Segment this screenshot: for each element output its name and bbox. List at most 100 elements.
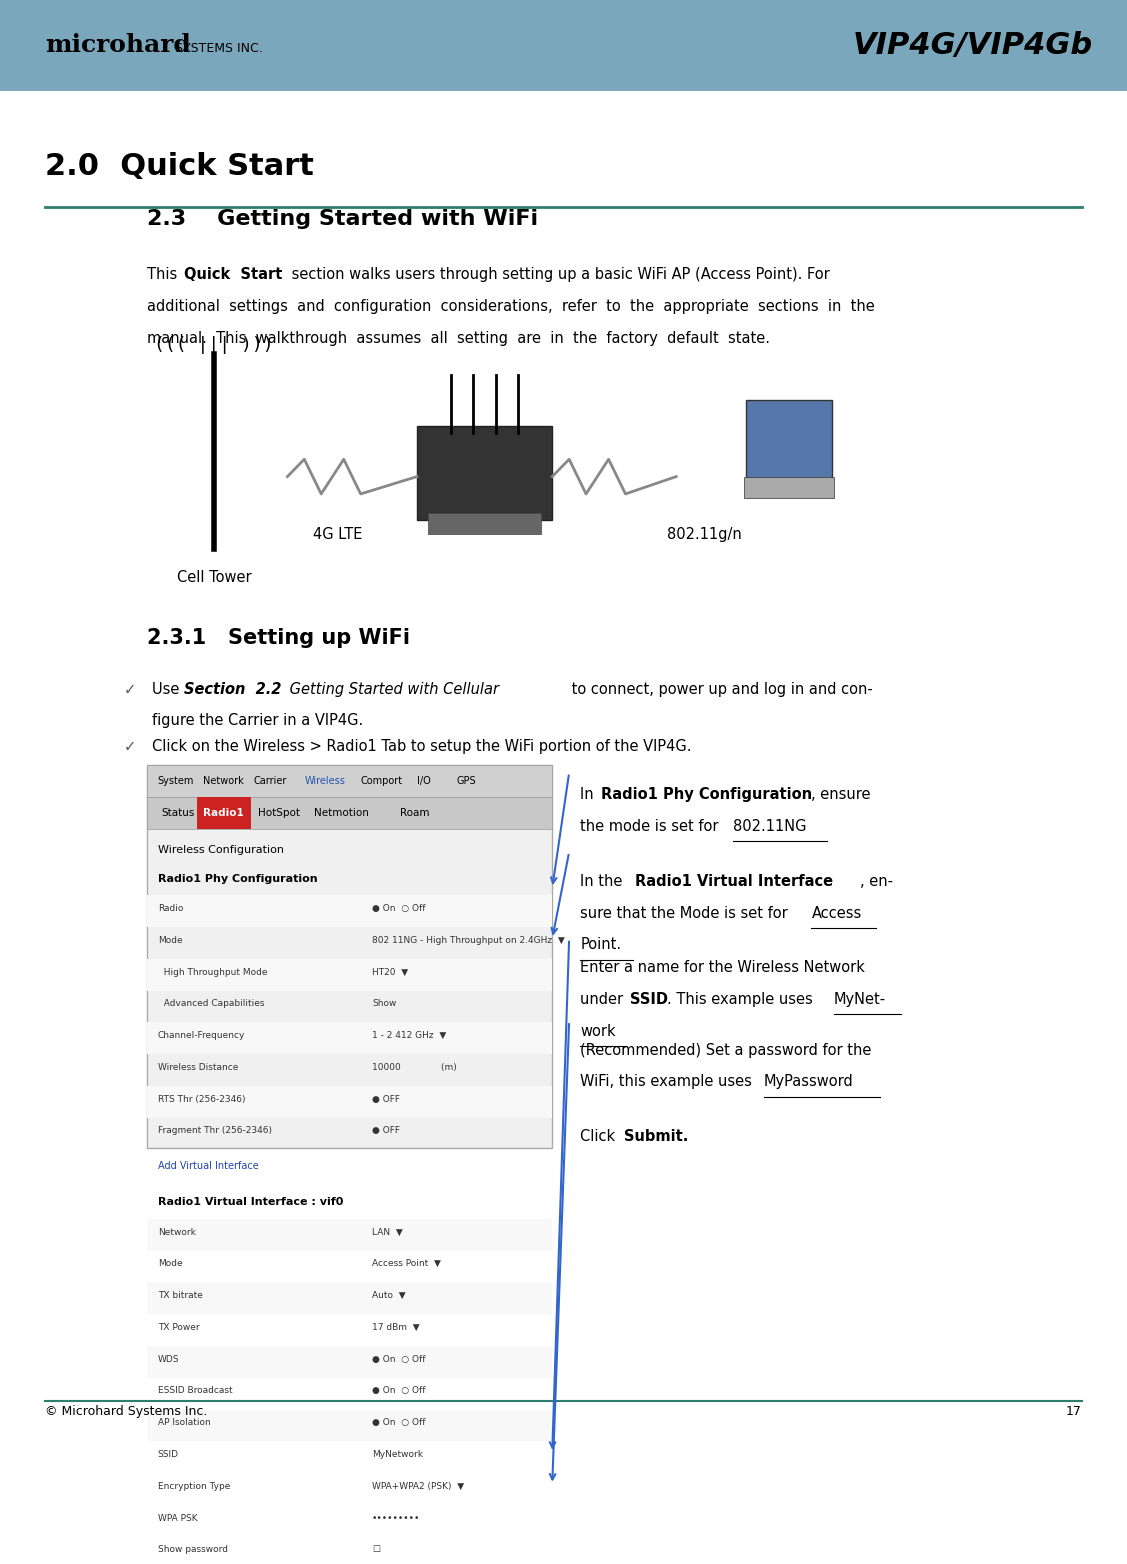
Text: MyPassword: MyPassword — [764, 1074, 854, 1090]
Text: . This example uses: . This example uses — [667, 992, 817, 1007]
Text: Wireless Configuration: Wireless Configuration — [158, 845, 284, 856]
Text: 2.3.1   Setting up WiFi: 2.3.1 Setting up WiFi — [147, 629, 409, 647]
Text: 802 11NG - High Throughput on 2.4GHz  ▼: 802 11NG - High Throughput on 2.4GHz ▼ — [372, 935, 565, 945]
FancyBboxPatch shape — [147, 896, 552, 927]
Text: HT20  ▼: HT20 ▼ — [372, 968, 408, 976]
Text: Status: Status — [161, 809, 195, 818]
Text: 17: 17 — [1066, 1404, 1082, 1419]
Text: sure that the Mode is set for: sure that the Mode is set for — [580, 906, 792, 921]
Text: ✓: ✓ — [124, 740, 135, 754]
Text: Submit.: Submit. — [624, 1129, 689, 1145]
Text: SSID: SSID — [158, 1450, 179, 1459]
Text: MyNet-: MyNet- — [834, 992, 886, 1007]
Text: 802.11g/n: 802.11g/n — [667, 527, 742, 543]
Text: Getting Started with Cellular: Getting Started with Cellular — [285, 682, 499, 696]
Text: WiFi, this example uses: WiFi, this example uses — [580, 1074, 757, 1090]
Text: Network: Network — [203, 776, 243, 787]
FancyBboxPatch shape — [428, 513, 541, 535]
FancyBboxPatch shape — [147, 959, 552, 990]
Text: GPS: GPS — [456, 776, 476, 787]
Text: section walks users through setting up a basic WiFi AP (Access Point). For: section walks users through setting up a… — [287, 267, 831, 282]
Text: TX bitrate: TX bitrate — [158, 1292, 203, 1300]
Text: Section  2.2: Section 2.2 — [184, 682, 281, 696]
Text: Auto  ▼: Auto ▼ — [372, 1292, 406, 1300]
Text: Radio1 Virtual Interface : vif0: Radio1 Virtual Interface : vif0 — [158, 1198, 343, 1207]
Text: work: work — [580, 1024, 616, 1038]
Text: Access: Access — [811, 906, 862, 921]
Text: figure the Carrier in a VIP4G.: figure the Carrier in a VIP4G. — [152, 713, 363, 729]
Text: ● OFF: ● OFF — [372, 1095, 400, 1104]
Text: Wireless: Wireless — [304, 776, 345, 787]
FancyBboxPatch shape — [0, 0, 1127, 91]
FancyBboxPatch shape — [744, 477, 834, 499]
Text: Wireless Distance: Wireless Distance — [158, 1064, 238, 1071]
Text: Cell Tower: Cell Tower — [177, 571, 251, 585]
Text: Radio1 Phy Configuration: Radio1 Phy Configuration — [158, 874, 318, 884]
FancyBboxPatch shape — [147, 1473, 552, 1505]
Text: Mode: Mode — [158, 1259, 183, 1268]
Text: 1 - 2 412 GHz  ▼: 1 - 2 412 GHz ▼ — [372, 1031, 446, 1040]
Text: 802.11NG: 802.11NG — [733, 820, 806, 834]
Text: the mode is set for: the mode is set for — [580, 820, 724, 834]
Text: TX Power: TX Power — [158, 1323, 199, 1333]
Text: ✓: ✓ — [124, 682, 135, 696]
Text: WDS: WDS — [158, 1354, 179, 1364]
Text: Fragment Thr (256-2346): Fragment Thr (256-2346) — [158, 1126, 272, 1135]
Text: Advanced Capabilities: Advanced Capabilities — [158, 999, 264, 1009]
Text: Comport: Comport — [361, 776, 402, 787]
FancyBboxPatch shape — [147, 1023, 552, 1054]
Text: Access Point  ▼: Access Point ▼ — [372, 1259, 441, 1268]
Text: Enter a name for the Wireless Network: Enter a name for the Wireless Network — [580, 960, 866, 976]
FancyBboxPatch shape — [147, 765, 552, 1148]
Text: Mode: Mode — [158, 935, 183, 945]
Text: Netmotion: Netmotion — [314, 809, 369, 818]
Text: (Recommended) Set a password for the: (Recommended) Set a password for the — [580, 1043, 872, 1057]
Text: Encryption Type: Encryption Type — [158, 1481, 230, 1490]
Text: ((( ||| ))): ((( ||| ))) — [154, 336, 274, 353]
Text: ● On  ○ Off: ● On ○ Off — [372, 1354, 425, 1364]
FancyBboxPatch shape — [147, 1282, 552, 1314]
FancyBboxPatch shape — [746, 400, 832, 480]
Text: System: System — [158, 776, 194, 787]
Text: AP Isolation: AP Isolation — [158, 1419, 211, 1428]
FancyBboxPatch shape — [147, 1537, 552, 1564]
Text: WPA PSK: WPA PSK — [158, 1514, 197, 1522]
Text: manual.  This  walkthrough  assumes  all  setting  are  in  the  factory  defaul: manual. This walkthrough assumes all set… — [147, 330, 770, 346]
Text: RTS Thr (256-2346): RTS Thr (256-2346) — [158, 1095, 246, 1104]
FancyBboxPatch shape — [147, 765, 552, 798]
FancyBboxPatch shape — [147, 1409, 552, 1442]
Text: In: In — [580, 787, 598, 802]
Text: Add Virtual Interface: Add Virtual Interface — [158, 1160, 258, 1171]
Text: Radio: Radio — [158, 904, 184, 913]
FancyBboxPatch shape — [147, 1085, 552, 1118]
Text: In the: In the — [580, 874, 628, 888]
Text: under: under — [580, 992, 628, 1007]
Text: ● On  ○ Off: ● On ○ Off — [372, 1386, 425, 1395]
Text: SYSTEMS INC.: SYSTEMS INC. — [175, 42, 263, 55]
Text: WPA+WPA2 (PSK)  ▼: WPA+WPA2 (PSK) ▼ — [372, 1481, 464, 1490]
Text: Channel-Frequency: Channel-Frequency — [158, 1031, 246, 1040]
Text: LAN  ▼: LAN ▼ — [372, 1228, 402, 1237]
Text: Network: Network — [158, 1228, 196, 1237]
Text: ● On  ○ Off: ● On ○ Off — [372, 904, 425, 913]
Text: ☐: ☐ — [372, 1545, 380, 1555]
Text: Radio1: Radio1 — [203, 809, 243, 818]
Text: Use: Use — [152, 682, 184, 696]
Text: Show password: Show password — [158, 1545, 228, 1555]
Text: 2.0  Quick Start: 2.0 Quick Start — [45, 152, 314, 180]
Text: © Microhard Systems Inc.: © Microhard Systems Inc. — [45, 1404, 207, 1419]
Text: Radio1 Phy Configuration: Radio1 Phy Configuration — [601, 787, 811, 802]
Text: I/O: I/O — [417, 776, 431, 787]
Text: High Throughput Mode: High Throughput Mode — [158, 968, 267, 976]
Text: HotSpot: HotSpot — [258, 809, 301, 818]
Text: to connect, power up and log in and con-: to connect, power up and log in and con- — [567, 682, 872, 696]
FancyBboxPatch shape — [147, 1218, 552, 1251]
Text: Radio1 Virtual Interface: Radio1 Virtual Interface — [635, 874, 833, 888]
Text: , en-: , en- — [860, 874, 893, 888]
Text: ESSID Broadcast: ESSID Broadcast — [158, 1386, 232, 1395]
FancyBboxPatch shape — [197, 798, 251, 829]
Text: Click: Click — [580, 1129, 620, 1145]
Text: Point.: Point. — [580, 937, 621, 952]
Text: This: This — [147, 267, 181, 282]
FancyBboxPatch shape — [417, 425, 552, 519]
